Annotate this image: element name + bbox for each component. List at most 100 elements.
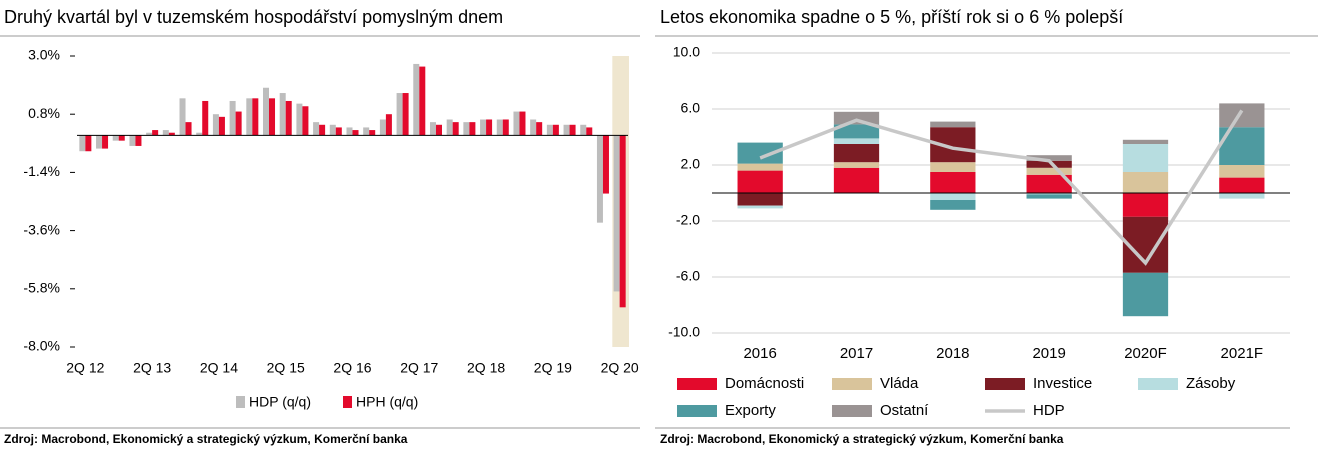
bar xyxy=(552,124,559,136)
x-tick-label: 2016 xyxy=(743,345,776,362)
y-tick-label: -10.0 xyxy=(668,324,700,340)
legend-label: Vláda xyxy=(880,375,919,392)
x-tick-label: 2Q 15 xyxy=(267,360,305,376)
bar xyxy=(396,93,403,136)
x-tick-label: 2018 xyxy=(936,345,969,362)
x-tick-label: 2Q 20 xyxy=(601,360,639,376)
legend-label: Domácnosti xyxy=(725,375,804,392)
bar xyxy=(168,132,175,136)
bar xyxy=(480,119,487,136)
bar xyxy=(346,127,353,136)
bar xyxy=(196,132,203,136)
y-tick-label: 2.0 xyxy=(681,156,701,172)
bar-segment xyxy=(737,163,783,171)
bar-segment xyxy=(833,162,880,168)
bar xyxy=(569,124,576,136)
bar xyxy=(79,135,86,152)
bar xyxy=(369,130,376,136)
bar xyxy=(285,100,292,136)
legend-label: HDP (q/q) xyxy=(249,394,311,410)
bar xyxy=(463,122,470,136)
x-tick-label: 2Q 18 xyxy=(467,360,505,376)
bar-segment xyxy=(930,172,976,193)
y-tick-label: -6.0 xyxy=(676,268,700,284)
legend-label: Zásoby xyxy=(1186,375,1236,392)
legend-label: HPH (q/q) xyxy=(356,394,418,410)
bar xyxy=(596,135,603,223)
x-tick-label: 2Q 16 xyxy=(333,360,371,376)
bar xyxy=(252,98,259,136)
bar xyxy=(152,130,159,136)
bar xyxy=(162,130,169,136)
legend-label: Exporty xyxy=(725,402,776,419)
bar-segment xyxy=(1026,194,1072,199)
y-tick-label: -5.8% xyxy=(23,280,60,296)
legend-swatch xyxy=(832,405,872,417)
bar xyxy=(580,124,587,136)
x-tick-label: 2017 xyxy=(840,345,873,362)
bar xyxy=(619,135,626,308)
bar xyxy=(413,63,420,136)
bar-segment xyxy=(1122,172,1169,193)
bar-segment xyxy=(737,142,783,164)
chart-title: Druhý kvartál byl v tuzemském hospodářst… xyxy=(4,7,503,27)
chart-title: Letos ekonomika spadne o 5 %, příští rok… xyxy=(660,7,1123,27)
y-tick-label: 0.8% xyxy=(28,105,60,121)
y-tick-label: -2.0 xyxy=(676,212,700,228)
bar xyxy=(563,124,570,136)
line xyxy=(759,109,1244,266)
bar xyxy=(246,98,253,136)
bar xyxy=(546,124,553,136)
bar-segment xyxy=(1219,193,1265,199)
bar-segment xyxy=(1026,167,1072,175)
bar xyxy=(329,124,336,136)
bar xyxy=(586,127,593,136)
bar-segment xyxy=(833,124,880,139)
bar xyxy=(385,114,392,136)
bar xyxy=(129,135,136,146)
y-tick-label: -8.0% xyxy=(23,338,60,354)
bar xyxy=(279,93,286,136)
y-tick-label: 6.0 xyxy=(681,100,701,116)
bar-segment xyxy=(1026,155,1072,161)
source: Zdroj: Macrobond, Ekonomický a strategic… xyxy=(4,432,408,446)
bar-segment xyxy=(737,205,783,209)
bar xyxy=(335,127,342,136)
bar xyxy=(212,114,219,136)
bar-segment xyxy=(1219,177,1265,193)
bar xyxy=(536,122,543,136)
legend-swatch xyxy=(677,378,717,390)
bar-segment xyxy=(1122,193,1169,217)
bar xyxy=(469,122,476,136)
bar-segment xyxy=(1122,144,1169,172)
x-tick-label: 2020F xyxy=(1124,345,1167,362)
bar xyxy=(602,135,609,194)
bar-segment xyxy=(1219,103,1265,128)
bar xyxy=(235,111,242,136)
legend-swatch xyxy=(236,396,245,408)
bar xyxy=(502,119,509,136)
y-tick-label: -3.6% xyxy=(23,221,60,237)
legend-swatch xyxy=(985,378,1025,390)
bar-segment xyxy=(1122,139,1169,144)
bar xyxy=(319,124,326,136)
legend-label: Investice xyxy=(1033,375,1092,392)
bar xyxy=(102,135,109,149)
bar-segment xyxy=(930,162,976,172)
bar xyxy=(269,98,276,136)
x-tick-label: 2Q 14 xyxy=(200,360,238,376)
bar-segment xyxy=(833,167,880,193)
legend-label: Ostatní xyxy=(880,402,929,419)
bar xyxy=(452,122,459,136)
bar xyxy=(496,119,503,136)
bar xyxy=(435,124,442,136)
bar-segment xyxy=(1026,193,1072,195)
bar xyxy=(202,100,209,136)
bar-segment xyxy=(1026,160,1072,168)
y-tick-label: -1.4% xyxy=(23,163,60,179)
bar-segment xyxy=(1026,174,1072,193)
bar xyxy=(379,119,386,136)
bar xyxy=(179,98,186,136)
bar xyxy=(446,119,453,136)
